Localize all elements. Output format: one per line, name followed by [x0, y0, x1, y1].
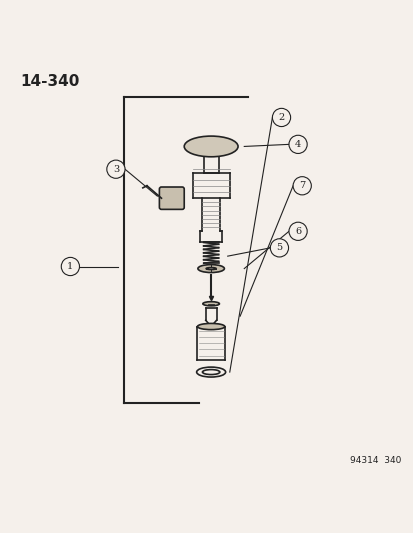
- Ellipse shape: [197, 324, 224, 329]
- Circle shape: [292, 176, 311, 195]
- Ellipse shape: [197, 264, 224, 272]
- Ellipse shape: [184, 136, 237, 157]
- Text: 5: 5: [276, 244, 282, 252]
- Circle shape: [288, 135, 306, 154]
- Text: 6: 6: [294, 227, 300, 236]
- Circle shape: [107, 160, 125, 179]
- Circle shape: [272, 108, 290, 126]
- FancyBboxPatch shape: [159, 187, 184, 209]
- Text: 14-340: 14-340: [21, 74, 80, 89]
- Text: 4: 4: [294, 140, 301, 149]
- Text: 2: 2: [278, 113, 284, 122]
- Ellipse shape: [202, 302, 219, 306]
- Text: 94314  340: 94314 340: [349, 456, 401, 465]
- Circle shape: [288, 222, 306, 240]
- Ellipse shape: [196, 367, 225, 377]
- Ellipse shape: [206, 268, 216, 270]
- Text: 3: 3: [112, 165, 119, 174]
- Circle shape: [270, 239, 288, 257]
- Text: 7: 7: [298, 181, 305, 190]
- Ellipse shape: [202, 369, 219, 375]
- Circle shape: [61, 257, 79, 276]
- Text: 1: 1: [67, 262, 74, 271]
